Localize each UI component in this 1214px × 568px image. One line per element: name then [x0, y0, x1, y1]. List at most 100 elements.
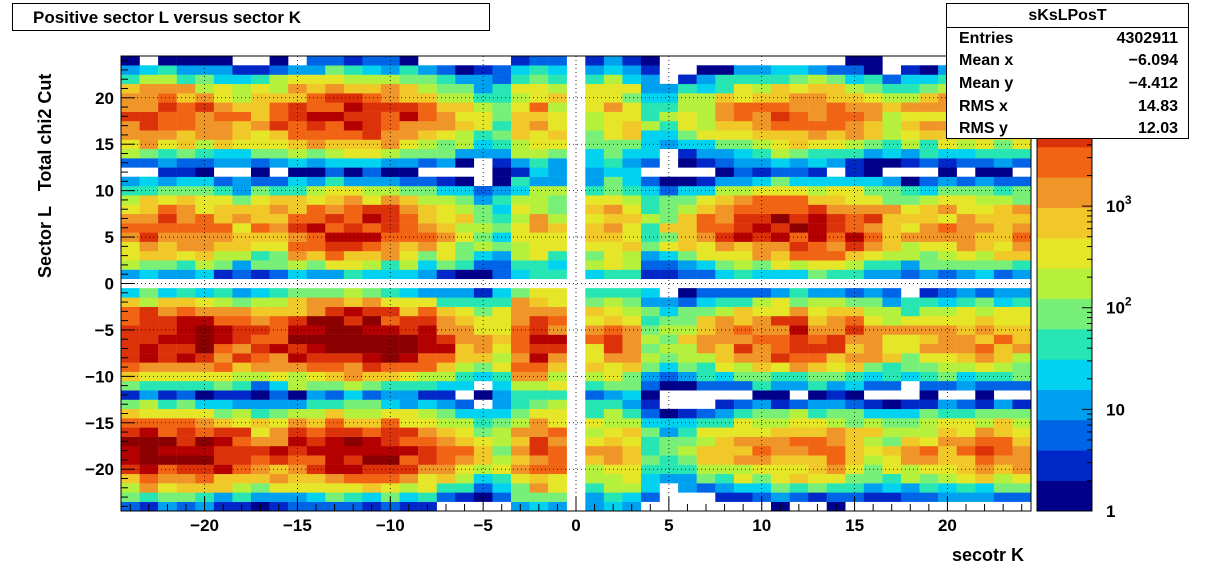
- heatmap-cell: [826, 130, 846, 140]
- heatmap-cell: [362, 381, 382, 391]
- heatmap-cell: [492, 121, 512, 131]
- heatmap-cell: [919, 492, 939, 502]
- heatmap-cell: [343, 408, 363, 419]
- heatmap-cell: [473, 74, 493, 85]
- heatmap-cell: [938, 297, 957, 307]
- heatmap-cell: [603, 436, 623, 447]
- heatmap-cell: [436, 204, 456, 215]
- heatmap-cell: [511, 176, 530, 187]
- heatmap-cell: [455, 353, 475, 363]
- heatmap-cell: [826, 408, 846, 419]
- heatmap-cell: [919, 408, 939, 419]
- heatmap-cell: [901, 83, 920, 94]
- heatmap-cell: [771, 93, 790, 103]
- heatmap-cell: [659, 353, 679, 363]
- heatmap-cell: [808, 102, 827, 112]
- heatmap-cell: [641, 56, 660, 66]
- heatmap-cell: [733, 213, 753, 224]
- heatmap-cell: [455, 399, 475, 410]
- heatmap-cell: [678, 195, 697, 205]
- heatmap-cell: [622, 316, 642, 326]
- heatmap-cell: [585, 492, 605, 502]
- heatmap-cell: [863, 455, 883, 465]
- heatmap-cell: [715, 213, 735, 224]
- heatmap-cell: [232, 297, 252, 307]
- heatmap-cell: [232, 74, 252, 85]
- heatmap-cell: [641, 483, 660, 493]
- heatmap-cell: [826, 158, 846, 168]
- heatmap-cell: [993, 483, 1013, 493]
- heatmap-cell: [251, 93, 270, 103]
- heatmap-cell: [789, 483, 809, 493]
- heatmap-cell: [455, 241, 475, 252]
- heatmap-cell: [789, 343, 809, 354]
- heatmap-cell: [418, 111, 437, 122]
- heatmap-cell: [548, 408, 567, 419]
- heatmap-cell: [418, 251, 437, 261]
- heatmap-cell: [1012, 195, 1032, 205]
- heatmap-cell: [269, 483, 289, 493]
- heatmap-cell: [919, 251, 939, 261]
- heatmap-cell: [696, 334, 716, 345]
- heatmap-cell: [548, 65, 567, 75]
- heatmap-cell: [213, 427, 233, 437]
- heatmap-cell: [529, 56, 549, 66]
- heatmap-cell: [641, 232, 660, 242]
- heatmap-cell: [789, 186, 809, 196]
- heatmap-cell: [882, 297, 902, 307]
- heatmap-cell: [641, 390, 660, 400]
- heatmap-cell: [399, 269, 419, 280]
- heatmap-cell: [325, 121, 345, 131]
- heatmap-cell: [548, 148, 567, 159]
- title-box: Positive sector L versus sector K: [12, 3, 490, 31]
- heatmap-cell: [789, 297, 809, 307]
- heatmap-cell: [288, 436, 307, 447]
- heatmap-cell: [975, 483, 995, 493]
- heatmap-cell: [641, 446, 660, 456]
- stats-value: −4.412: [1128, 75, 1178, 92]
- heatmap-cell: [641, 260, 660, 270]
- heatmap-cell: [845, 93, 865, 103]
- heatmap-cell: [362, 223, 382, 233]
- heatmap-cell: [306, 121, 326, 131]
- heatmap-cell: [956, 483, 976, 493]
- heatmap-cell: [603, 195, 623, 205]
- stats-value: 4302911: [1116, 30, 1178, 47]
- heatmap-cell: [1012, 241, 1032, 252]
- heatmap-cell: [993, 436, 1013, 447]
- heatmap-cell: [362, 204, 382, 215]
- heatmap-cell: [362, 343, 382, 354]
- heatmap-cell: [696, 306, 716, 317]
- heatmap-cell: [882, 353, 902, 363]
- heatmap-cell: [826, 316, 846, 326]
- heatmap-cell: [845, 408, 865, 419]
- heatmap-cell: [585, 204, 605, 215]
- heatmap-cell: [529, 213, 549, 224]
- heatmap-cell: [288, 362, 307, 372]
- colorbar-segment: [1037, 147, 1092, 178]
- heatmap-cell: [158, 204, 177, 215]
- heatmap-cell: [139, 343, 159, 354]
- heatmap-cell: [269, 269, 289, 280]
- heatmap-cell: [622, 65, 642, 75]
- heatmap-cell: [306, 297, 326, 307]
- heatmap-cell: [715, 111, 735, 122]
- heatmap-cell: [901, 427, 920, 437]
- heatmap-cell: [306, 148, 326, 159]
- heatmap-cell: [733, 473, 753, 484]
- heatmap-cell: [195, 130, 215, 140]
- heatmap-cell: [158, 121, 177, 131]
- heatmap-cell: [585, 306, 605, 317]
- heatmap-cell: [158, 269, 177, 280]
- heatmap-cell: [325, 158, 345, 168]
- stats-row-entries: Entries 4302911: [959, 30, 1178, 52]
- heatmap-cell: [826, 427, 846, 437]
- heatmap-cell: [789, 306, 809, 317]
- heatmap-cell: [232, 492, 252, 502]
- heatmap-cell: [993, 492, 1013, 502]
- x-tick-label: 20: [938, 516, 957, 535]
- heatmap-cell: [288, 176, 307, 187]
- heatmap-cell: [678, 213, 697, 224]
- heatmap-cell: [455, 232, 475, 242]
- heatmap-cell: [362, 427, 382, 437]
